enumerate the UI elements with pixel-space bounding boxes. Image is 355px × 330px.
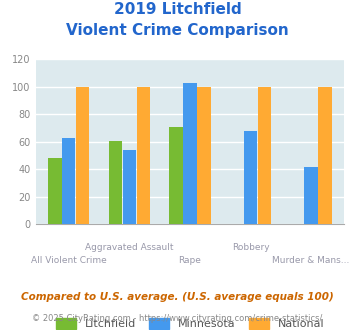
- Bar: [123, 150, 136, 224]
- Bar: [197, 87, 211, 224]
- Bar: [48, 158, 61, 224]
- Bar: [62, 138, 76, 224]
- Bar: [244, 131, 257, 224]
- Legend: Litchfield, Minnesota, National: Litchfield, Minnesota, National: [53, 316, 327, 330]
- Bar: [183, 83, 197, 224]
- Bar: [109, 141, 122, 224]
- Bar: [258, 87, 271, 224]
- Text: Violent Crime Comparison: Violent Crime Comparison: [66, 23, 289, 38]
- Bar: [304, 167, 318, 224]
- Text: Robbery: Robbery: [232, 243, 269, 251]
- Text: All Violent Crime: All Violent Crime: [31, 256, 107, 265]
- Text: Compared to U.S. average. (U.S. average equals 100): Compared to U.S. average. (U.S. average …: [21, 292, 334, 302]
- Bar: [137, 87, 150, 224]
- Text: 2019 Litchfield: 2019 Litchfield: [114, 2, 241, 16]
- Text: Rape: Rape: [179, 256, 201, 265]
- Text: © 2025 CityRating.com - https://www.cityrating.com/crime-statistics/: © 2025 CityRating.com - https://www.city…: [32, 314, 323, 323]
- Bar: [169, 127, 183, 224]
- Text: Murder & Mans...: Murder & Mans...: [272, 256, 350, 265]
- Bar: [318, 87, 332, 224]
- Bar: [76, 87, 89, 224]
- Text: Aggravated Assault: Aggravated Assault: [85, 243, 174, 251]
